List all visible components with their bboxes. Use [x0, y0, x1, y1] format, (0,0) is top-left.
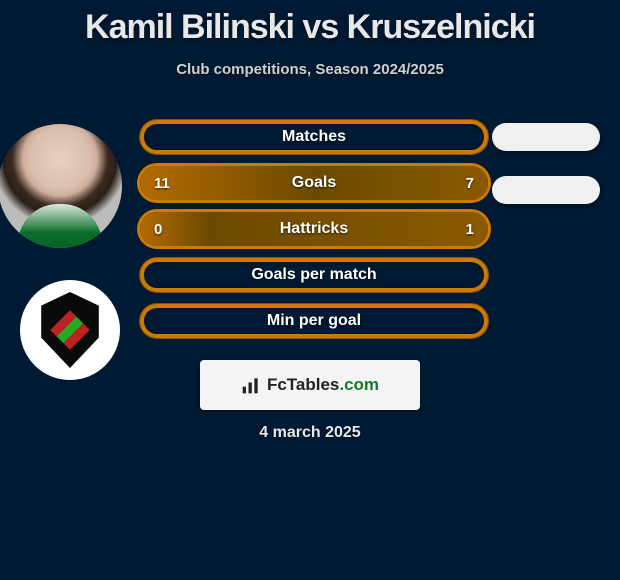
decorative-pill: [492, 176, 600, 204]
logo-text: FcTables.com: [267, 375, 379, 395]
stat-row: Min per goal: [140, 304, 488, 338]
stat-row: Goals11 7: [140, 166, 488, 200]
logo-main: FcTables: [267, 375, 339, 394]
player2-crest: [20, 280, 120, 380]
crest-emblem: [50, 310, 90, 350]
source-logo: FcTables.com: [200, 360, 420, 410]
stat-label: Hattricks: [140, 220, 488, 238]
stats-panel: Matches Goals11 7 Hattricks0 1 Goals per matc…: [140, 120, 488, 350]
stat-left-value: 0: [154, 212, 162, 246]
snapshot-date: 4 march 2025: [0, 424, 620, 442]
stat-label: Goals per match: [144, 266, 484, 284]
logo-suffix: .com: [339, 375, 379, 394]
stat-right-value: 1: [466, 212, 474, 246]
page-subtitle: Club competitions, Season 2024/2025: [0, 61, 620, 78]
crest-shield: [38, 292, 102, 368]
stat-row: Goals per match: [140, 258, 488, 292]
stat-row: Matches: [140, 120, 488, 154]
decorative-pill: [492, 123, 600, 151]
page-title: Kamil Bilinski vs Kruszelnicki: [0, 0, 620, 47]
stat-left-value: 11: [154, 166, 170, 200]
chart-bars-icon: [241, 375, 261, 395]
player1-avatar: [0, 124, 122, 248]
stat-label: Min per goal: [144, 312, 484, 330]
stat-label: Matches: [144, 128, 484, 146]
stat-label: Goals: [140, 174, 488, 192]
stat-right-value: 7: [466, 166, 474, 200]
stat-row: Hattricks0 1: [140, 212, 488, 246]
